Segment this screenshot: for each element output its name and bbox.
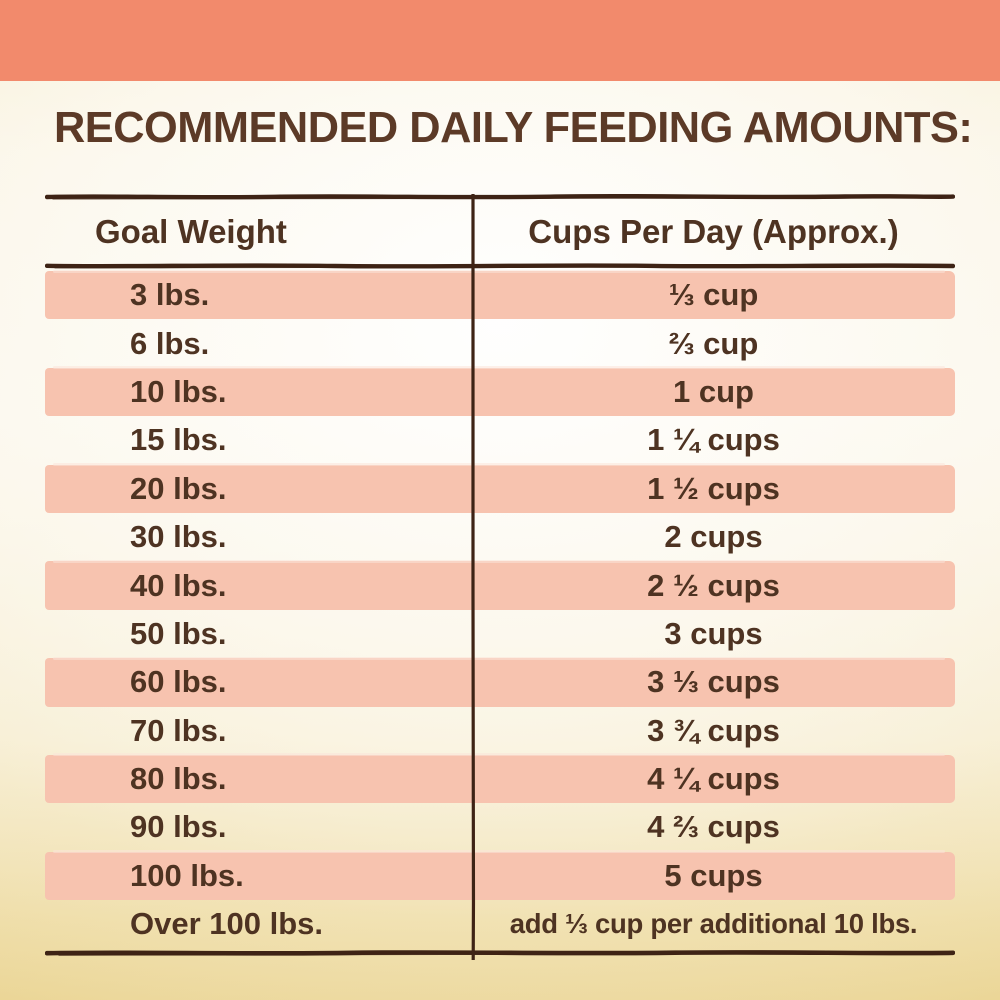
cups-cell: 4 ⅔ cups <box>647 809 780 845</box>
coral-header-band <box>0 0 1000 81</box>
goal-weight-cell: 70 lbs. <box>130 712 227 748</box>
goal-weight-cell: 6 lbs. <box>130 325 210 361</box>
cups-cell: 2 cups <box>664 519 763 555</box>
table-row: Over 100 lbs. add ⅓ cup per additional 10… <box>45 900 955 948</box>
goal-weight-cell: Over 100 lbs. <box>130 906 324 942</box>
goal-weight-cell: 100 lbs. <box>130 857 244 893</box>
table-row: 80 lbs. 4 ¼ cups <box>45 753 955 804</box>
column-header-goal-weight: Goal Weight <box>95 212 287 250</box>
goal-weight-cell: 10 lbs. <box>130 373 227 409</box>
cups-cell: ⅔ cup <box>668 325 759 361</box>
goal-weight-cell: 90 lbs. <box>130 809 227 845</box>
goal-weight-cell: 20 lbs. <box>130 470 227 506</box>
cups-cell: 3 ¾ cups <box>647 712 780 748</box>
cups-cell: add ⅓ cup per additional 10 lbs. <box>509 908 918 940</box>
cups-cell: ⅓ cup <box>668 277 759 313</box>
table-top-rule <box>45 193 955 200</box>
table-row: 20 lbs. 1 ½ cups <box>45 463 955 513</box>
feeding-table: Goal Weight Cups Per Day (Approx.) 3 lbs… <box>45 192 955 960</box>
cups-cell: 2 ½ cups <box>647 567 780 603</box>
table-row: 60 lbs. 3 ⅓ cups <box>45 656 955 707</box>
cups-cell: 3 cups <box>664 615 763 651</box>
table-row: 6 lbs. ⅔ cup <box>45 319 955 367</box>
goal-weight-cell: 15 lbs. <box>130 422 227 458</box>
cups-cell: 1 ¼ cups <box>647 422 780 458</box>
goal-weight-cell: 60 lbs. <box>130 664 227 700</box>
table-row: 3 lbs. ⅓ cup <box>45 269 955 320</box>
table-row: 30 lbs. 2 cups <box>45 513 955 561</box>
goal-weight-cell: 30 lbs. <box>130 519 227 555</box>
page-title: RECOMMENDED DAILY FEEDING AMOUNTS: <box>54 103 973 152</box>
table-row: 40 lbs. 2 ½ cups <box>45 559 955 610</box>
goal-weight-cell: 80 lbs. <box>130 761 227 797</box>
table-header-row: Goal Weight Cups Per Day (Approx.) <box>45 202 955 261</box>
goal-weight-cell: 3 lbs. <box>130 277 210 313</box>
column-header-cups-per-day: Cups Per Day (Approx.) <box>528 212 899 250</box>
cups-cell: 1 ½ cups <box>647 470 780 506</box>
header-divider-rule <box>45 263 955 269</box>
table-row: 90 lbs. 4 ⅔ cups <box>45 803 955 851</box>
cups-cell: 3 ⅓ cups <box>647 664 780 700</box>
goal-weight-cell: 40 lbs. <box>130 567 227 603</box>
table-row: 50 lbs. 3 cups <box>45 610 955 658</box>
cups-cell: 1 cup <box>673 373 754 409</box>
table-row: 70 lbs. 3 ¾ cups <box>45 707 955 755</box>
table-bottom-rule <box>45 950 955 957</box>
table-row: 100 lbs. 5 cups <box>45 850 955 901</box>
cups-cell: 4 ¼ cups <box>647 761 780 797</box>
table-row: 10 lbs. 1 cup <box>45 366 955 417</box>
table-row: 15 lbs. 1 ¼ cups <box>45 416 955 464</box>
cups-cell: 5 cups <box>664 857 763 893</box>
goal-weight-cell: 50 lbs. <box>130 615 227 651</box>
table-body: 3 lbs. ⅓ cup 6 lbs. ⅔ cup 10 lbs. 1 cup 15 lbs… <box>45 269 955 948</box>
